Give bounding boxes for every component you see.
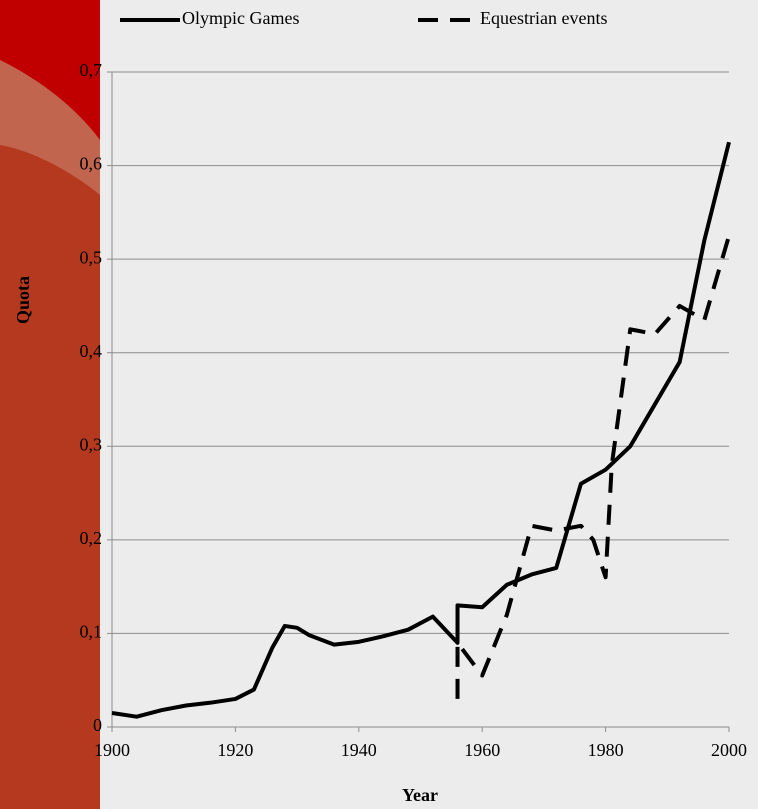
x-tick-label: 1940	[341, 740, 377, 760]
x-axis-title: Year	[402, 785, 438, 805]
y-tick-label: 0,6	[80, 154, 103, 174]
series-line	[455, 235, 731, 699]
legend-label: Equestrian events	[480, 8, 607, 28]
x-tick-label: 1960	[464, 740, 500, 760]
y-tick-label: 0,2	[80, 528, 103, 548]
x-tick-label: 2000	[711, 740, 747, 760]
y-axis-title: Quota	[13, 276, 33, 324]
y-tick-label: 0,3	[80, 434, 103, 454]
legend-label: Olympic Games	[182, 8, 299, 28]
decoration	[0, 0, 100, 809]
y-tick-label: 0,1	[80, 622, 103, 642]
y-tick-label: 0,4	[80, 341, 103, 361]
series-line	[111, 141, 731, 719]
y-tick-label: 0	[93, 715, 102, 735]
y-tick-label: 0,5	[80, 247, 103, 267]
x-tick-label: 1980	[588, 740, 624, 760]
y-tick-label: 0,7	[80, 60, 103, 80]
x-tick-label: 1900	[94, 740, 130, 760]
x-tick-label: 1920	[217, 740, 253, 760]
